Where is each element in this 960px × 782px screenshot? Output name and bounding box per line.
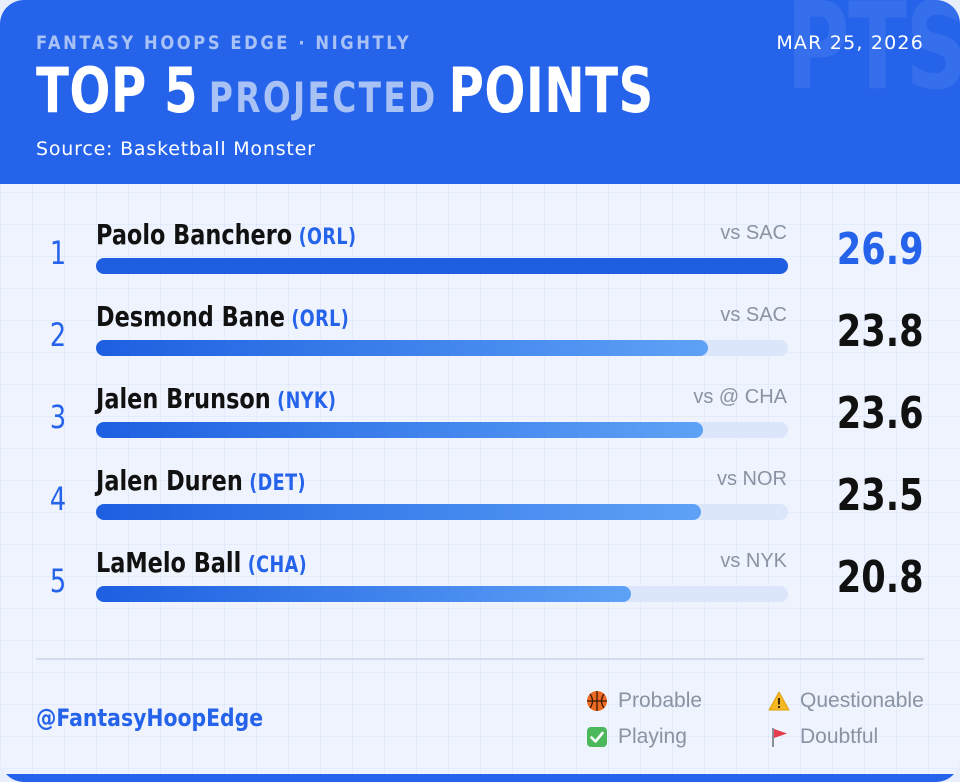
legend-label: Questionable xyxy=(800,689,924,712)
check-icon xyxy=(586,726,608,748)
bar-track xyxy=(96,340,788,356)
player-name-group: Jalen Brunson (NYK) xyxy=(96,382,336,415)
bar-fill xyxy=(96,504,701,520)
opponent-label: vs NYK xyxy=(720,550,787,572)
team-abbr: (ORL) xyxy=(291,307,350,332)
team-abbr: (DET) xyxy=(249,471,306,496)
opponent-label: vs @ CHA xyxy=(693,386,787,408)
player-name: Paolo Banchero xyxy=(96,218,293,251)
bar-fill xyxy=(96,340,709,356)
divider xyxy=(36,658,924,660)
warning-icon xyxy=(768,690,790,712)
source-label: Source: Basketball Monster xyxy=(36,138,316,160)
date-label: MAR 25, 2026 xyxy=(776,32,924,54)
bar-track xyxy=(96,586,788,602)
value-label: 23.6 xyxy=(837,388,924,439)
bar-fill xyxy=(96,422,704,438)
bar-fill xyxy=(96,258,788,274)
bar-track xyxy=(96,422,788,438)
legend-item-questionable: Questionable xyxy=(768,689,924,713)
value-label: 20.8 xyxy=(837,552,924,603)
player-name-group: LaMelo Ball (CHA) xyxy=(96,546,307,579)
legend-label: Doubtful xyxy=(800,725,879,748)
rank-number: 1 xyxy=(49,234,67,272)
player-name: Desmond Bane xyxy=(96,300,285,333)
legend-item-probable: Probable xyxy=(586,689,702,713)
player-name: LaMelo Ball xyxy=(96,546,242,579)
opponent-label: vs NOR xyxy=(717,468,787,490)
chart-row: 5 LaMelo Ball (CHA) vs NYK 20.8 xyxy=(0,546,960,628)
legend-item-playing: Playing xyxy=(586,725,687,749)
kicker: FANTASY HOOPS EDGE · NIGHTLY xyxy=(36,32,412,54)
bar-track xyxy=(96,258,788,274)
player-name-group: Paolo Banchero (ORL) xyxy=(96,218,356,251)
basketball-icon xyxy=(586,690,608,712)
opponent-label: vs SAC xyxy=(720,222,787,244)
player-name-group: Desmond Bane (ORL) xyxy=(96,300,349,333)
team-abbr: (NYK) xyxy=(277,389,337,414)
player-name: Jalen Brunson xyxy=(96,382,271,415)
header: PTS FANTASY HOOPS EDGE · NIGHTLY MAR 25,… xyxy=(0,0,960,184)
title-part-top5: TOP 5 xyxy=(36,54,198,127)
player-name-group: Jalen Duren (DET) xyxy=(96,464,306,497)
legend-label: Probable xyxy=(618,689,703,712)
title-part-points: POINTS xyxy=(448,54,654,127)
team-abbr: (CHA) xyxy=(247,553,308,578)
bar-track xyxy=(96,504,788,520)
social-handle: @FantasyHoopEdge xyxy=(36,704,264,732)
player-name: Jalen Duren xyxy=(96,464,243,497)
value-label: 23.5 xyxy=(837,470,924,521)
rank-number: 3 xyxy=(49,398,67,436)
page-title: TOP 5 PROJECTED POINTS xyxy=(36,54,654,127)
rank-number: 5 xyxy=(49,562,67,600)
rank-number: 2 xyxy=(49,316,67,354)
rank-number: 4 xyxy=(49,480,67,518)
legend-label: Playing xyxy=(618,725,687,748)
team-abbr: (ORL) xyxy=(298,225,357,250)
chart-row: 4 Jalen Duren (DET) vs NOR 23.5 xyxy=(0,464,960,546)
bar-fill xyxy=(96,586,632,602)
chart-row: 3 Jalen Brunson (NYK) vs @ CHA 23.6 xyxy=(0,382,960,464)
watermark-text: PTS xyxy=(785,0,960,117)
chart-row: 1 Paolo Banchero (ORL) vs SAC 26.9 xyxy=(0,218,960,300)
chart-row: 2 Desmond Bane (ORL) vs SAC 23.8 xyxy=(0,300,960,382)
legend-item-doubtful: Doubtful xyxy=(768,725,878,749)
title-part-projected: PROJECTED xyxy=(208,73,438,122)
value-label: 26.9 xyxy=(837,224,924,275)
red-flag-icon xyxy=(768,726,790,748)
opponent-label: vs SAC xyxy=(720,304,787,326)
value-label: 23.8 xyxy=(837,306,924,357)
